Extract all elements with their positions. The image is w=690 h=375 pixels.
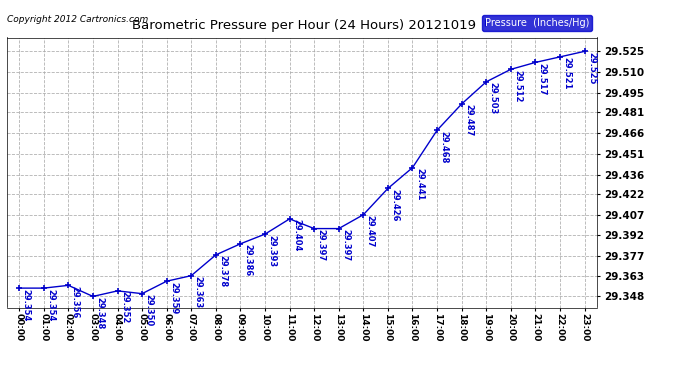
Text: 29.397: 29.397 xyxy=(317,229,326,261)
Text: 29.512: 29.512 xyxy=(513,70,522,102)
Text: 29.350: 29.350 xyxy=(145,294,154,326)
Text: 29.354: 29.354 xyxy=(46,288,55,321)
Text: 29.517: 29.517 xyxy=(538,63,547,95)
Text: 29.404: 29.404 xyxy=(292,219,301,252)
Text: 29.354: 29.354 xyxy=(21,288,30,321)
Text: 29.407: 29.407 xyxy=(366,215,375,248)
Text: Barometric Pressure per Hour (24 Hours) 20121019: Barometric Pressure per Hour (24 Hours) … xyxy=(132,19,475,32)
Text: 29.393: 29.393 xyxy=(268,234,277,267)
Text: 29.348: 29.348 xyxy=(95,297,104,329)
Text: 29.521: 29.521 xyxy=(562,57,571,90)
Text: 29.386: 29.386 xyxy=(243,244,252,276)
Text: 29.363: 29.363 xyxy=(194,276,203,308)
Text: 29.356: 29.356 xyxy=(71,286,80,318)
Text: 29.426: 29.426 xyxy=(391,189,400,221)
Text: 29.397: 29.397 xyxy=(341,229,351,261)
Text: 29.441: 29.441 xyxy=(415,168,424,201)
Text: 29.487: 29.487 xyxy=(464,104,473,136)
Text: 29.503: 29.503 xyxy=(489,82,497,114)
Text: 29.378: 29.378 xyxy=(218,255,227,287)
Legend: Pressure  (Inches/Hg): Pressure (Inches/Hg) xyxy=(482,15,592,31)
Text: 29.359: 29.359 xyxy=(169,282,178,314)
Text: Copyright 2012 Cartronics.com: Copyright 2012 Cartronics.com xyxy=(7,15,148,24)
Text: 29.352: 29.352 xyxy=(120,291,129,324)
Text: 29.525: 29.525 xyxy=(587,52,596,84)
Text: 29.468: 29.468 xyxy=(440,130,449,163)
